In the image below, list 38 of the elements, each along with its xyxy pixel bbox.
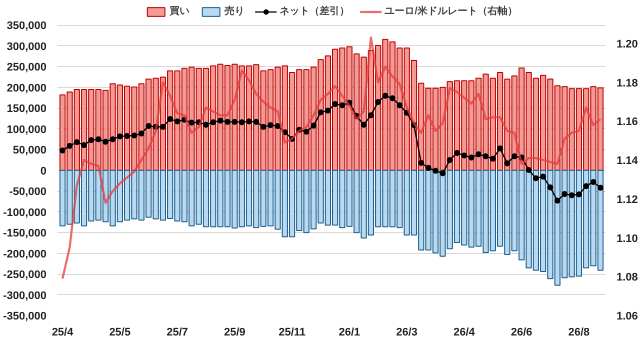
legend-label: ユーロ/米ドルレート（右軸）	[384, 4, 518, 18]
x-tick-label: 25/11	[278, 326, 306, 338]
y-tick-label: -150,000	[3, 228, 47, 240]
y2-tick-label: 1.16	[616, 116, 638, 128]
y-tick-label: -100,000	[3, 206, 47, 219]
y-tick-label: 100,000	[6, 124, 47, 136]
y-tick-label: -250,000	[3, 269, 47, 282]
x-tick-label: 26/3	[396, 326, 418, 338]
y2-tick-label: 1.18	[616, 77, 638, 90]
y-tick-label: 0	[40, 165, 47, 178]
y-tick-label: 350,000	[6, 20, 47, 32]
y-tick-label: 300,000	[6, 40, 47, 53]
y2-tick-label: 1.06	[616, 310, 638, 322]
x-tick-label: 26/8	[568, 326, 590, 338]
y2-tick-label: 1.10	[616, 232, 638, 245]
y-tick-label: 150,000	[6, 103, 47, 116]
legend-label: 売り	[224, 4, 245, 18]
y-tick-label: -50,000	[9, 186, 47, 198]
y2-tick-label: 1.20	[616, 38, 638, 50]
line-series	[61, 36, 602, 280]
x-tick-label: 26/1	[338, 326, 360, 338]
y-tick-label: -350,000	[3, 310, 47, 322]
y2-tick-label: 1.14	[616, 155, 639, 167]
x-tick-label: 25/5	[109, 326, 131, 338]
x-tick-label: 25/9	[224, 326, 246, 338]
x-tick-label: 25/7	[166, 326, 188, 338]
legend-label: 買い	[170, 5, 190, 18]
x-tick-label: 25/4	[52, 326, 74, 338]
y-tick-label: 200,000	[6, 82, 47, 94]
x-tick-label: 26/4	[453, 326, 476, 338]
y-tick-label: -300,000	[3, 290, 47, 302]
y2-tick-label: 1.12	[616, 194, 638, 206]
y-tick-label: -200,000	[3, 248, 47, 260]
y2-tick-label: 1.08	[616, 272, 638, 284]
y-tick-label: 250,000	[6, 62, 47, 74]
y-tick-label: 50,000	[12, 144, 47, 157]
legend-label: ネット（差引）	[280, 4, 350, 18]
x-tick-label: 26/6	[510, 326, 532, 338]
